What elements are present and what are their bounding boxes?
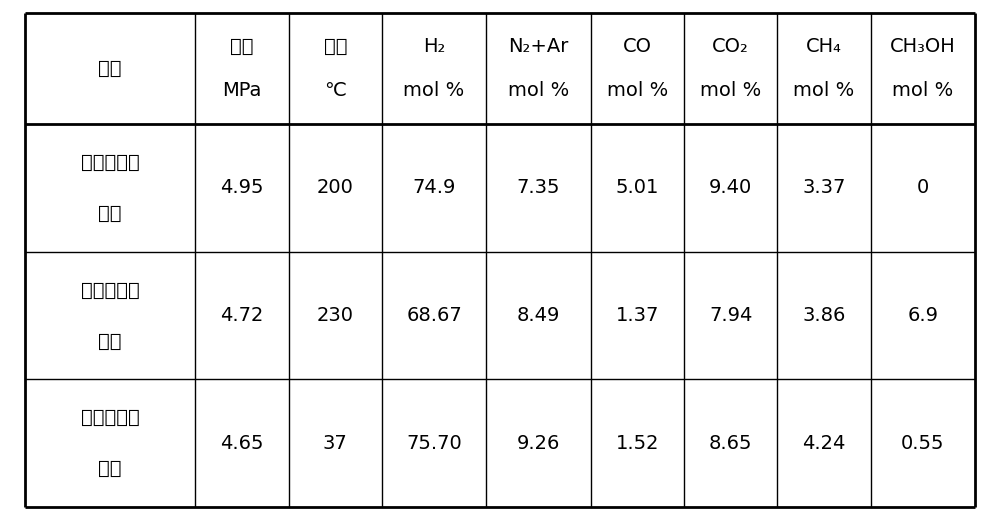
Text: 8.49: 8.49 bbox=[517, 306, 560, 325]
Text: MPa: MPa bbox=[222, 81, 262, 100]
Text: 4.65: 4.65 bbox=[220, 434, 264, 453]
Text: 3.86: 3.86 bbox=[802, 306, 846, 325]
Text: mol %: mol % bbox=[793, 81, 855, 100]
Text: 68.67: 68.67 bbox=[406, 306, 462, 325]
Text: 0: 0 bbox=[917, 178, 929, 198]
Text: 74.9: 74.9 bbox=[412, 178, 456, 198]
Text: CH₄: CH₄ bbox=[806, 37, 842, 56]
Text: 3.37: 3.37 bbox=[802, 178, 846, 198]
Text: 4.95: 4.95 bbox=[220, 178, 264, 198]
Text: ℃: ℃ bbox=[324, 81, 346, 100]
Text: 37: 37 bbox=[323, 434, 348, 453]
Text: H₂: H₂ bbox=[423, 37, 445, 56]
Text: mol %: mol % bbox=[700, 81, 761, 100]
Text: 4.24: 4.24 bbox=[802, 434, 846, 453]
Text: CO₂: CO₂ bbox=[712, 37, 749, 56]
Text: 9.40: 9.40 bbox=[709, 178, 752, 198]
Text: 5.01: 5.01 bbox=[616, 178, 659, 198]
Text: 温度: 温度 bbox=[324, 37, 347, 56]
Text: 230: 230 bbox=[317, 306, 354, 325]
Text: 7.35: 7.35 bbox=[517, 178, 560, 198]
Text: 1.37: 1.37 bbox=[616, 306, 659, 325]
Text: 8.65: 8.65 bbox=[709, 434, 752, 453]
Text: mol %: mol % bbox=[403, 81, 465, 100]
Text: 9.26: 9.26 bbox=[517, 434, 560, 453]
Text: 200: 200 bbox=[317, 178, 354, 198]
Text: 75.70: 75.70 bbox=[406, 434, 462, 453]
Text: 6.9: 6.9 bbox=[907, 306, 938, 325]
Text: 入口: 入口 bbox=[98, 332, 122, 350]
Text: 名称: 名称 bbox=[98, 59, 122, 78]
Text: mol %: mol % bbox=[508, 81, 569, 100]
Text: N₂+Ar: N₂+Ar bbox=[508, 37, 569, 56]
Text: 7.94: 7.94 bbox=[709, 306, 752, 325]
Text: 出口: 出口 bbox=[98, 204, 122, 223]
Text: 预热器壳程: 预热器壳程 bbox=[81, 281, 139, 300]
Text: CH₃OH: CH₃OH bbox=[890, 37, 956, 56]
Text: 压力: 压力 bbox=[230, 37, 254, 56]
Text: CO: CO bbox=[623, 37, 652, 56]
Text: mol %: mol % bbox=[607, 81, 668, 100]
Text: 4.72: 4.72 bbox=[220, 306, 264, 325]
Text: 分离器气相: 分离器气相 bbox=[81, 408, 139, 427]
Text: 1.52: 1.52 bbox=[616, 434, 659, 453]
Text: 预热器管程: 预热器管程 bbox=[81, 153, 139, 172]
Text: 出口: 出口 bbox=[98, 459, 122, 478]
Text: 0.55: 0.55 bbox=[901, 434, 945, 453]
Text: mol %: mol % bbox=[892, 81, 953, 100]
